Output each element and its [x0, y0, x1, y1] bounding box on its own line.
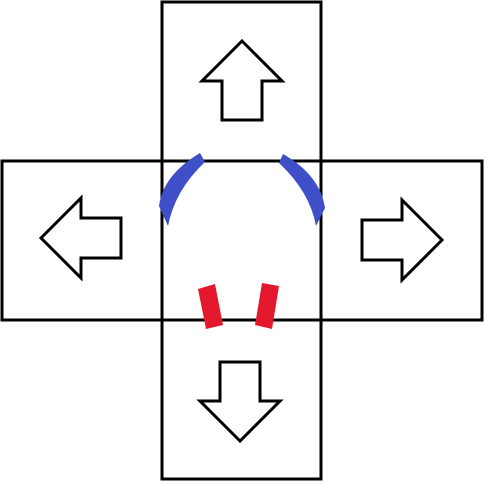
arrow-up-icon: [198, 38, 286, 122]
arrow-down-icon: [196, 360, 284, 444]
center-face: [159, 153, 325, 329]
dpad-left-button[interactable]: [3, 162, 161, 319]
center-mark-right: [255, 283, 279, 329]
center-arc-right: [279, 154, 325, 226]
center-mark-left: [198, 284, 223, 329]
center-arc-left: [159, 153, 205, 226]
arrow-left-icon: [38, 194, 123, 282]
arrow-right-icon: [360, 196, 445, 284]
dpad-down-button[interactable]: [163, 321, 320, 478]
dpad-right-button[interactable]: [322, 162, 481, 319]
dpad-up-button[interactable]: [163, 3, 320, 160]
